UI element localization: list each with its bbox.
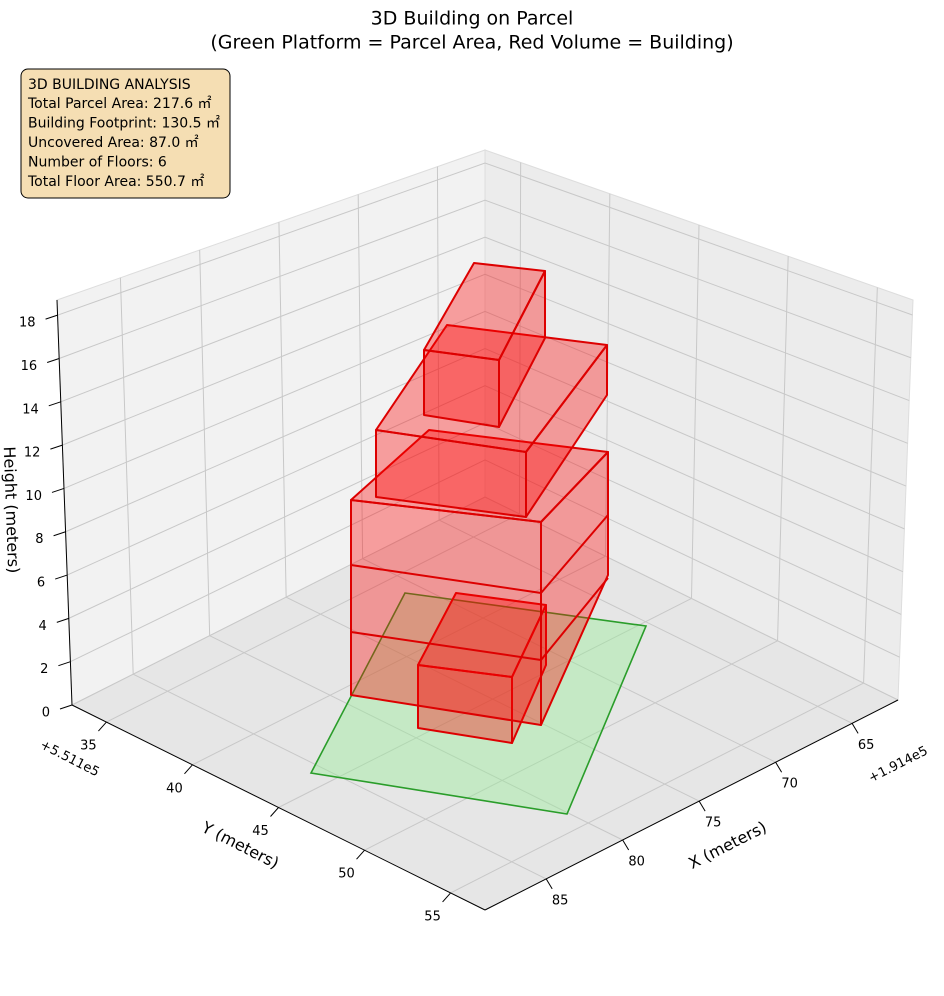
grid-line — [357, 194, 776, 763]
block-side — [525, 344, 608, 518]
x-tick-label: 80 — [628, 855, 645, 870]
z-tick-label: 18 — [19, 316, 36, 331]
z-tick — [51, 487, 65, 493]
info-line: Building Footprint: 130.5 ㎡ — [28, 116, 220, 132]
grid-line — [278, 224, 700, 808]
grid-line — [436, 166, 853, 724]
z-tick — [47, 358, 60, 363]
info-line: Total Parcel Area: 217.6 ㎡ — [27, 96, 212, 112]
info-line: Uncovered Area: 87.0 ㎡ — [28, 135, 199, 151]
floor-line — [350, 514, 609, 594]
z-axis-label: Height (meters) — [0, 446, 23, 574]
z-tick — [55, 574, 68, 580]
info-box-frame — [20, 68, 231, 199]
grid-line — [450, 287, 878, 894]
y-tick — [442, 892, 451, 903]
grid-line — [364, 256, 789, 851]
info-line: Number of Floors: 6 — [28, 155, 167, 171]
y-tick-label: 45 — [252, 824, 269, 839]
y-tick — [270, 807, 279, 817]
y-axis-label: Y (meters) — [198, 817, 282, 872]
z-tick-label: 4 — [39, 619, 47, 634]
x-tick — [622, 839, 630, 851]
z-tick — [50, 444, 63, 450]
x-tick — [851, 723, 859, 734]
x-tick — [545, 878, 553, 890]
y-tick-label: 35 — [80, 739, 97, 754]
x-tick-label: 85 — [552, 893, 569, 908]
info-line: Total Floor Area: 550.7 ㎡ — [27, 174, 204, 190]
block-side — [498, 270, 546, 428]
z-tick-label: 12 — [24, 446, 41, 461]
grid-line — [278, 222, 700, 802]
z-tick-label: 2 — [40, 662, 48, 677]
z-tick-label: 14 — [22, 402, 39, 417]
z-tick — [56, 617, 69, 623]
y-tick — [356, 849, 365, 860]
info-title: 3D BUILDING ANALYSIS — [28, 77, 191, 93]
x-axis-line — [484, 699, 899, 911]
z-tick-label: 16 — [21, 359, 38, 374]
block-front — [423, 349, 500, 428]
x-tick-label: 70 — [781, 777, 798, 792]
grid-line — [106, 162, 522, 723]
block-front — [350, 499, 542, 726]
block-side — [540, 451, 609, 726]
z-tick-label: 10 — [25, 489, 42, 504]
grid-line — [199, 249, 623, 841]
y-tick — [98, 721, 107, 732]
x-tick-label: 75 — [705, 816, 722, 831]
z-tick — [59, 704, 73, 710]
z-tick-label: 6 — [37, 576, 45, 591]
x-axis-label: X (meters) — [685, 817, 769, 873]
z-tick — [53, 531, 66, 537]
grid — [57, 162, 913, 894]
y-tick-label: 40 — [166, 781, 183, 796]
x-tick — [775, 761, 783, 773]
chart-subtitle: (Green Platform = Parcel Area, Red Volum… — [210, 32, 733, 54]
parcel — [309, 592, 648, 815]
z-tick-label: 8 — [35, 532, 43, 547]
z-tick — [45, 314, 58, 320]
z-axis-line — [56, 299, 73, 706]
y-tick-label: 55 — [424, 909, 441, 924]
info-box: 3D BUILDING ANALYSIS Total Parcel Area: … — [20, 68, 231, 199]
x-tick — [698, 800, 706, 812]
grid-line — [119, 277, 547, 880]
chart-title: 3D Building on Parcel — [371, 8, 574, 30]
z-tick — [48, 401, 61, 407]
x-tick-label: 65 — [858, 738, 875, 753]
y-tick-label: 50 — [338, 867, 355, 882]
building — [350, 262, 609, 744]
grid-line — [192, 193, 611, 766]
z-tick-label: 0 — [42, 706, 50, 721]
floor-line — [350, 577, 609, 661]
y-tick — [184, 764, 193, 775]
x-offset: +1.914e5 — [866, 744, 930, 787]
z-tick — [58, 661, 71, 667]
